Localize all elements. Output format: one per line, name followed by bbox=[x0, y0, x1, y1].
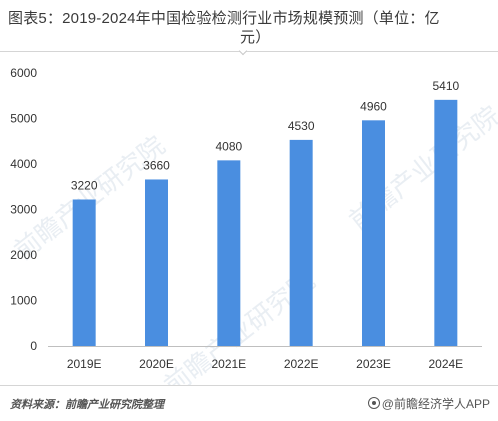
x-tick-label: 2024E bbox=[428, 357, 463, 371]
chart-title-line-2: 元） bbox=[240, 29, 271, 46]
source-note: 资料来源：前瞻产业研究院整理 bbox=[10, 399, 164, 411]
data-label: 4960 bbox=[360, 99, 387, 113]
data-label: 5410 bbox=[432, 79, 459, 93]
x-tick-label: 2022E bbox=[284, 357, 319, 371]
y-tick-label: 6000 bbox=[10, 66, 37, 80]
footer: 资料来源：前瞻产业研究院整理 @前瞻经济学人APP bbox=[0, 385, 498, 421]
y-tick-label: 1000 bbox=[10, 294, 37, 308]
y-axis-tick-labels: 0 1000 2000 3000 4000 5000 6000 bbox=[10, 66, 37, 353]
y-tick-label: 0 bbox=[30, 339, 37, 353]
x-tick-label: 2021E bbox=[211, 357, 246, 371]
y-tick-label: 2000 bbox=[10, 248, 37, 262]
chart-title: 图表5：2019-2024年中国检验检测行业市场规模预测（单位：亿 元） bbox=[8, 9, 490, 47]
data-label: 3660 bbox=[143, 158, 170, 172]
brand-name: @前瞻经济学人APP bbox=[381, 397, 490, 411]
x-tick-label: 2023E bbox=[356, 357, 391, 371]
x-tick-label: 2020E bbox=[139, 357, 174, 371]
x-axis-tick-labels: 2019E 2020E 2021E 2022E 2023E 2024E bbox=[67, 357, 463, 371]
x-tick-label: 2019E bbox=[67, 357, 102, 371]
bar bbox=[362, 120, 385, 346]
chart-title-line-1: 图表5：2019-2024年中国检验检测行业市场规模预测（单位：亿 bbox=[8, 10, 440, 27]
data-label: 4080 bbox=[215, 139, 242, 153]
bar bbox=[217, 160, 241, 346]
brand-credit: @前瞻经济学人APP bbox=[367, 395, 490, 412]
bar bbox=[289, 139, 313, 346]
data-label: 3220 bbox=[71, 178, 98, 192]
bars bbox=[72, 99, 458, 346]
data-label: 4530 bbox=[288, 119, 315, 133]
brand-logo-icon bbox=[367, 397, 380, 409]
bar bbox=[434, 99, 458, 346]
bar bbox=[72, 199, 96, 346]
title-divider bbox=[0, 51, 498, 52]
y-tick-label: 4000 bbox=[10, 157, 37, 171]
y-tick-label: 5000 bbox=[10, 112, 37, 126]
data-labels: 3220 3660 4080 4530 4960 5410 bbox=[71, 79, 460, 193]
bar-chart: 前瞻产业研究院前瞻产业研究院前瞻产业研究院 010002000300040005… bbox=[9, 66, 498, 385]
bar bbox=[145, 179, 168, 346]
y-tick-label: 3000 bbox=[10, 203, 37, 217]
